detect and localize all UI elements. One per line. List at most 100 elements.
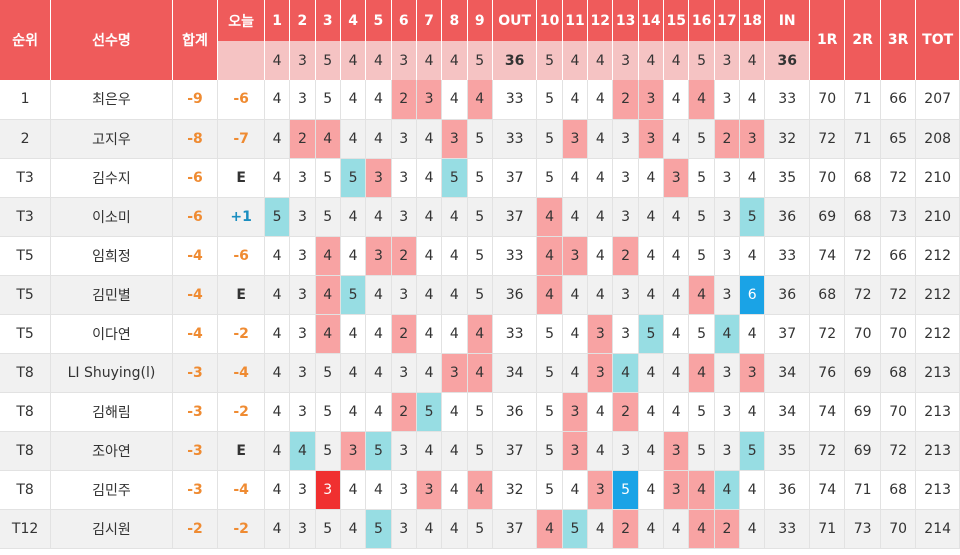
- round2-score: 73: [844, 509, 881, 549]
- total-score: -6: [172, 197, 219, 237]
- score-hole-14: 5: [638, 314, 665, 354]
- table-row: T8 조아연 -3 E 4 4 5 3 5 3 4 4 5 37 5 3 4 3 4 3 5 3 5 35 72 69 72 213: [0, 431, 960, 471]
- player-name[interactable]: 고지우: [50, 119, 173, 159]
- round3-score: 72: [880, 431, 917, 471]
- player-name[interactable]: 김시원: [50, 509, 173, 549]
- score-hole-in: 33: [764, 80, 810, 120]
- score-hole-13: 3: [612, 158, 639, 198]
- score-hole-2: 3: [289, 236, 316, 276]
- score-hole-10: 5: [536, 392, 563, 432]
- score-hole-10: 4: [536, 275, 563, 315]
- player-name[interactable]: 이다연: [50, 314, 173, 354]
- today-score: -2: [217, 509, 265, 549]
- score-hole-out: 33: [492, 236, 538, 276]
- score-hole-out: 34: [492, 353, 538, 393]
- score-hole-1: 4: [264, 392, 291, 432]
- score-hole-16: 5: [688, 431, 715, 471]
- score-hole-13: 2: [612, 80, 639, 120]
- score-hole-9: 5: [467, 236, 493, 276]
- score-hole-14: 4: [638, 158, 665, 198]
- round1-score: 70: [809, 80, 846, 120]
- round3-score: 72: [880, 158, 917, 198]
- score-hole-18: 3: [739, 353, 766, 393]
- score-hole-6: 3: [391, 470, 417, 510]
- header-r2: 2R: [844, 0, 881, 80]
- score-hole-8: 4: [441, 197, 468, 237]
- table-row: T8 김해림 -3 -2 4 3 5 4 4 2 5 4 5 36 5 3 4 2 4 4 5 3 4 34 74 69 70 213: [0, 392, 960, 432]
- score-hole-14: 4: [638, 197, 665, 237]
- header-hole-11: 11: [562, 0, 589, 41]
- score-hole-10: 5: [536, 119, 563, 159]
- total-score: -3: [172, 353, 219, 393]
- score-hole-7: 4: [416, 353, 443, 393]
- score-hole-1: 4: [264, 236, 291, 276]
- score-hole-13: 3: [612, 275, 639, 315]
- score-hole-18: 5: [739, 431, 766, 471]
- today-score: -2: [217, 392, 265, 432]
- player-name[interactable]: 김민주: [50, 470, 173, 510]
- score-hole-4: 4: [340, 392, 367, 432]
- score-hole-13: 3: [612, 314, 639, 354]
- player-name[interactable]: 김민별: [50, 275, 173, 315]
- score-hole-3: 5: [315, 509, 341, 549]
- score-hole-2: 3: [289, 314, 316, 354]
- rank-cell: T5: [0, 314, 52, 354]
- round3-score: 70: [880, 392, 917, 432]
- score-hole-16: 4: [688, 509, 715, 549]
- player-name[interactable]: 최은우: [50, 80, 173, 120]
- header-total: 합계: [172, 0, 219, 80]
- score-hole-18: 4: [739, 509, 766, 549]
- score-hole-16: 4: [688, 353, 715, 393]
- score-hole-9: 5: [467, 509, 493, 549]
- player-name[interactable]: 김수지: [50, 158, 173, 198]
- table-row: T5 임희정 -4 -6 4 3 4 4 3 2 4 4 5 33 4 3 4 2 4 4 5 3 4 33 74 72 66 212: [0, 236, 960, 276]
- score-hole-5: 4: [365, 314, 392, 354]
- score-hole-in: 35: [764, 158, 810, 198]
- score-hole-18: 4: [739, 80, 766, 120]
- score-hole-12: 3: [587, 314, 614, 354]
- score-hole-7: 4: [416, 119, 443, 159]
- score-hole-1: 4: [264, 158, 291, 198]
- rank-cell: T8: [0, 392, 52, 432]
- score-hole-4: 4: [340, 314, 367, 354]
- score-hole-4: 4: [340, 470, 367, 510]
- score-hole-10: 4: [536, 509, 563, 549]
- header-hole-3: 3: [315, 0, 341, 41]
- score-hole-17: 3: [714, 80, 741, 120]
- score-hole-16: 5: [688, 197, 715, 237]
- player-name[interactable]: 임희정: [50, 236, 173, 276]
- score-hole-6: 3: [391, 275, 417, 315]
- score-hole-in: 32: [764, 119, 810, 159]
- round1-score: 72: [809, 314, 846, 354]
- total-strokes: 207: [915, 80, 960, 120]
- header-today: 오늘: [217, 0, 265, 41]
- header-hole-18: 18: [739, 0, 766, 41]
- player-name[interactable]: LI Shuying(l): [50, 353, 173, 393]
- score-hole-3: 5: [315, 392, 341, 432]
- player-name[interactable]: 이소미: [50, 197, 173, 237]
- score-hole-2: 3: [289, 275, 316, 315]
- score-hole-5: 3: [365, 236, 392, 276]
- score-hole-12: 4: [587, 509, 614, 549]
- score-hole-10: 4: [536, 197, 563, 237]
- player-name[interactable]: 조아연: [50, 431, 173, 471]
- round2-score: 71: [844, 80, 881, 120]
- header-hole-2: 2: [289, 0, 316, 41]
- total-strokes: 210: [915, 197, 960, 237]
- score-hole-13: 2: [612, 509, 639, 549]
- score-hole-1: 4: [264, 470, 291, 510]
- score-hole-15: 4: [663, 197, 690, 237]
- score-hole-11: 4: [562, 197, 589, 237]
- score-hole-8: 3: [441, 353, 468, 393]
- score-hole-10: 4: [536, 236, 563, 276]
- score-hole-11: 3: [562, 119, 589, 159]
- score-hole-10: 5: [536, 470, 563, 510]
- score-hole-15: 4: [663, 80, 690, 120]
- score-hole-12: 4: [587, 392, 614, 432]
- score-hole-18: 4: [739, 314, 766, 354]
- player-name[interactable]: 김해림: [50, 392, 173, 432]
- score-hole-4: 5: [340, 158, 367, 198]
- header-hole-out: OUT: [492, 0, 538, 41]
